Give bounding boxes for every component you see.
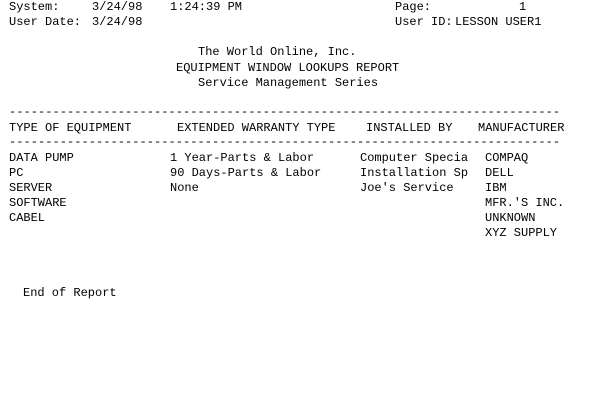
cell-installed-by: Computer Specia xyxy=(360,151,469,165)
system-time: 1:24:39 PM xyxy=(170,0,243,14)
cell-installed-by: Joe's Service xyxy=(360,181,454,195)
column-header-equipment: TYPE OF EQUIPMENT xyxy=(9,121,132,135)
user-date: 3/24/98 xyxy=(92,15,143,29)
cell-equipment: SERVER xyxy=(9,181,53,195)
user-id-label: User ID: xyxy=(395,15,453,29)
user-id: LESSON USER1 xyxy=(455,15,542,29)
column-header-manufacturer: MANUFACTURER xyxy=(478,121,565,135)
report-title: EQUIPMENT WINDOW LOOKUPS REPORT xyxy=(176,61,400,75)
page-label: Page: xyxy=(395,0,432,14)
cell-manufacturer: XYZ SUPPLY xyxy=(485,226,558,240)
company-name: The World Online, Inc. xyxy=(198,45,357,59)
cell-equipment: SOFTWARE xyxy=(9,196,67,210)
cell-manufacturer: COMPAQ xyxy=(485,151,529,165)
end-of-report: End of Report xyxy=(23,286,117,300)
system-label: System: xyxy=(9,0,60,14)
cell-equipment: CABEL xyxy=(9,211,46,225)
cell-warranty: None xyxy=(170,181,199,195)
divider-bottom: ----------------------------------------… xyxy=(9,135,561,149)
divider-top: ----------------------------------------… xyxy=(9,105,561,119)
system-date: 3/24/98 xyxy=(92,0,143,14)
cell-manufacturer: UNKNOWN xyxy=(485,211,536,225)
cell-warranty: 90 Days-Parts & Labor xyxy=(170,166,322,180)
cell-equipment: PC xyxy=(9,166,24,180)
cell-equipment: DATA PUMP xyxy=(9,151,74,165)
cell-installed-by: Installation Sp xyxy=(360,166,469,180)
column-header-warranty: EXTENDED WARRANTY TYPE xyxy=(177,121,336,135)
cell-warranty: 1 Year-Parts & Labor xyxy=(170,151,315,165)
cell-manufacturer: IBM xyxy=(485,181,507,195)
report-series: Service Management Series xyxy=(198,76,379,90)
user-date-label: User Date: xyxy=(9,15,82,29)
column-header-installed-by: INSTALLED BY xyxy=(366,121,453,135)
cell-manufacturer: DELL xyxy=(485,166,514,180)
cell-manufacturer: MFR.'S INC. xyxy=(485,196,565,210)
page-number: 1 xyxy=(519,0,527,14)
